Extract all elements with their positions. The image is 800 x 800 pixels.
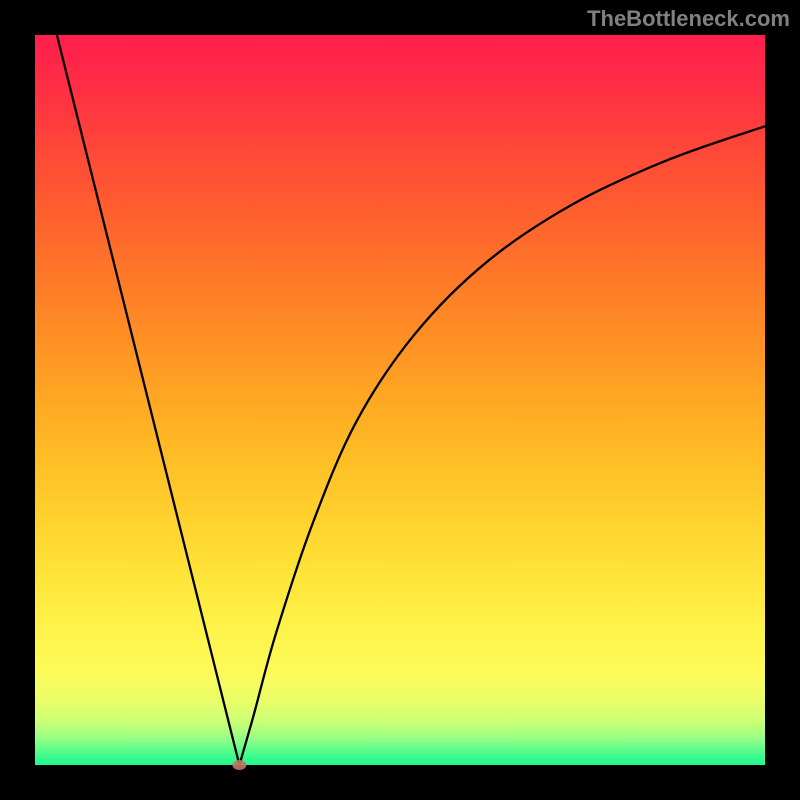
chart-container: { "watermark": { "text": "TheBottleneck.… bbox=[0, 0, 800, 800]
minimum-marker bbox=[232, 760, 246, 770]
plot-background bbox=[35, 35, 765, 765]
bottleneck-chart bbox=[0, 0, 800, 800]
watermark-text: TheBottleneck.com bbox=[587, 6, 790, 32]
